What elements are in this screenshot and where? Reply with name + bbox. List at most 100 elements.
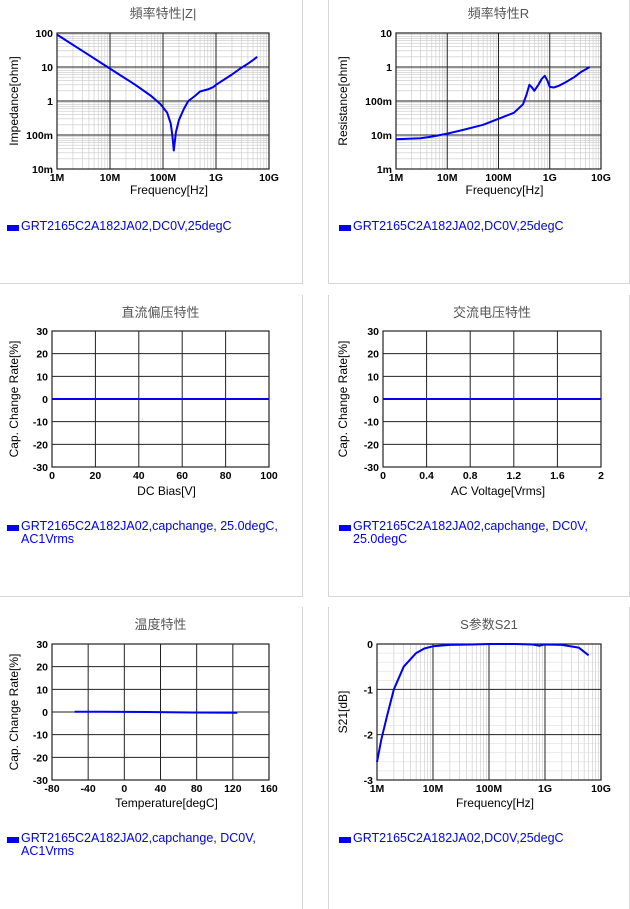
y-tick-label: 20 xyxy=(36,349,48,361)
grid xyxy=(56,32,270,170)
legend-swatch xyxy=(339,525,351,531)
x-tick-label: 160 xyxy=(260,783,278,795)
y-tick-label: 0 xyxy=(42,394,48,406)
chart-title: 温度特性 xyxy=(134,617,186,632)
chart-resistance: 1M 10M 100M 1G 10G 1m 10m 100m 1 10 頻率特性R Frequency… xyxy=(336,6,611,197)
y-tick-label: -3 xyxy=(364,775,373,787)
y-tick-label: 1 xyxy=(47,96,53,108)
series-line xyxy=(74,710,238,714)
chart-panel-ac-voltage: 0 0.4 0.8 1.2 1.6 2 -30 -20 -10 0 10 20 30 交流电压特性 AC V… xyxy=(328,295,630,597)
chart-panel-temperature: -80 -40 0 40 80 120 160 -30 -20 -10 0 10 20 30 温度特性 Tem… xyxy=(0,607,303,909)
y-tick-label: 20 xyxy=(36,662,48,674)
x-tick-label: 1.2 xyxy=(506,470,521,482)
y-tick-label: 100 xyxy=(35,28,53,40)
x-tick-label: 100M xyxy=(150,172,177,184)
grid xyxy=(376,643,602,781)
y-axis-label: Resistance[ohm] xyxy=(336,56,350,145)
series-line xyxy=(56,33,258,152)
x-axis-label: DC Bias[V] xyxy=(137,484,196,498)
series-line xyxy=(395,66,591,141)
x-axis-label: Frequency[Hz] xyxy=(456,796,534,810)
y-tick-label: 1m xyxy=(377,164,392,176)
y-tick-label: 10 xyxy=(380,28,392,40)
x-axis-label: Temperature[degC] xyxy=(115,796,218,810)
chart-title: 頻率特性|Z| xyxy=(130,6,197,21)
y-tick-label: -10 xyxy=(33,730,48,742)
y-tick-label: 30 xyxy=(367,326,379,338)
x-tick-label: 100M xyxy=(476,783,503,795)
y-tick-label: 10 xyxy=(41,62,53,74)
y-tick-label: 0 xyxy=(373,394,379,406)
y-tick-label: 10 xyxy=(36,684,48,696)
x-tick-label: 1M xyxy=(370,783,385,795)
x-tick-label: 80 xyxy=(220,470,232,482)
y-tick-label: -20 xyxy=(33,439,48,451)
y-tick-label: -2 xyxy=(364,730,373,742)
x-tick-label: 10M xyxy=(437,172,458,184)
x-tick-label: 10M xyxy=(423,783,444,795)
y-axis-label: Cap. Change Rate[%] xyxy=(7,341,21,458)
x-axis-label: AC Voltage[Vrms] xyxy=(451,484,545,498)
legend-text: GRT2165C2A182JA02,capchange, 25.0degC, A… xyxy=(21,519,278,546)
legend-swatch xyxy=(7,837,19,843)
series-line xyxy=(376,643,590,763)
plot-frame xyxy=(56,32,270,170)
x-tick-label: 2 xyxy=(598,470,604,482)
y-tick-label: -10 xyxy=(364,417,379,429)
y-axis-label: S21[dB] xyxy=(336,691,350,734)
x-tick-label: 1G xyxy=(543,172,557,184)
x-tick-label: 10G xyxy=(259,172,279,184)
x-tick-label: -80 xyxy=(44,783,59,795)
chart-s21: 1M 10M 100M 1G 10G -3 -2 -1 0 S参数S21 Frequency[Hz]… xyxy=(336,617,611,810)
x-tick-label: 100M xyxy=(485,172,512,184)
y-axis-label: Impedance[ohm] xyxy=(7,56,21,145)
y-tick-label: 10 xyxy=(36,371,48,383)
x-axis-label: Frequency[Hz] xyxy=(130,183,208,197)
chart-impedance: 1M 10M 100M 1G 10G 10m 100m 1 10 100 頻率特性|Z| Freque… xyxy=(7,6,279,197)
chart-panel-s21: 1M 10M 100M 1G 10G -3 -2 -1 0 S参数S21 Frequency[Hz]… xyxy=(328,607,630,909)
y-tick-label: -30 xyxy=(33,462,48,474)
legend-text: GRT2165C2A182JA02,DC0V,25degC xyxy=(353,219,564,233)
chart-temperature: -80 -40 0 40 80 120 160 -30 -20 -10 0 10 20 30 温度特性 Tem… xyxy=(7,617,278,810)
x-tick-label: 40 xyxy=(155,783,167,795)
x-tick-label: 0.8 xyxy=(463,470,478,482)
x-tick-label: 120 xyxy=(224,783,242,795)
chart-dc-bias: 0 20 40 60 80 100 -30 -20 -10 0 10 20 30 直流偏压特性 DC Bia… xyxy=(7,305,278,498)
y-axis-label: Cap. Change Rate[%] xyxy=(7,654,21,771)
y-tick-label: 100m xyxy=(26,130,53,142)
x-tick-label: 0 xyxy=(49,470,55,482)
x-tick-label: 1M xyxy=(389,172,404,184)
y-tick-label: 30 xyxy=(36,639,48,651)
x-tick-label: 10M xyxy=(100,172,121,184)
legend-swatch xyxy=(339,225,351,231)
x-tick-label: 40 xyxy=(133,470,145,482)
x-tick-label: 0 xyxy=(380,470,386,482)
y-axis-label: Cap. Change Rate[%] xyxy=(336,341,350,458)
chart-panel-dc-bias: 0 20 40 60 80 100 -30 -20 -10 0 10 20 30 直流偏压特性 DC Bia… xyxy=(0,295,303,597)
y-tick-label: 1 xyxy=(386,62,392,74)
chart-title: 頻率特性R xyxy=(468,6,529,21)
y-tick-label: -20 xyxy=(364,439,379,451)
y-tick-label: 0 xyxy=(367,639,373,651)
y-tick-label: -30 xyxy=(33,775,48,787)
x-tick-label: -40 xyxy=(81,783,96,795)
plot-frame xyxy=(395,32,602,170)
x-tick-label: 0 xyxy=(121,783,127,795)
y-tick-label: 0 xyxy=(42,707,48,719)
x-axis-label: Frequency[Hz] xyxy=(465,183,543,197)
chart-ac-voltage: 0 0.4 0.8 1.2 1.6 2 -30 -20 -10 0 10 20 30 交流电压特性 AC V… xyxy=(336,305,604,498)
y-tick-label: 30 xyxy=(36,326,48,338)
chart-panel-resistance: 1M 10M 100M 1G 10G 1m 10m 100m 1 10 頻率特性R Frequency… xyxy=(328,0,630,284)
plot-frame xyxy=(51,643,270,781)
y-tick-label: -1 xyxy=(364,684,373,696)
x-tick-label: 60 xyxy=(176,470,188,482)
legend-swatch xyxy=(339,837,351,843)
x-tick-label: 80 xyxy=(191,783,203,795)
chart-title: S参数S21 xyxy=(460,617,518,632)
chart-title: 直流偏压特性 xyxy=(121,305,199,320)
y-tick-label: -10 xyxy=(33,417,48,429)
y-tick-label: 10 xyxy=(367,371,379,383)
y-tick-label: 20 xyxy=(367,349,379,361)
x-tick-label: 1.6 xyxy=(550,470,565,482)
x-tick-label: 100 xyxy=(260,470,278,482)
